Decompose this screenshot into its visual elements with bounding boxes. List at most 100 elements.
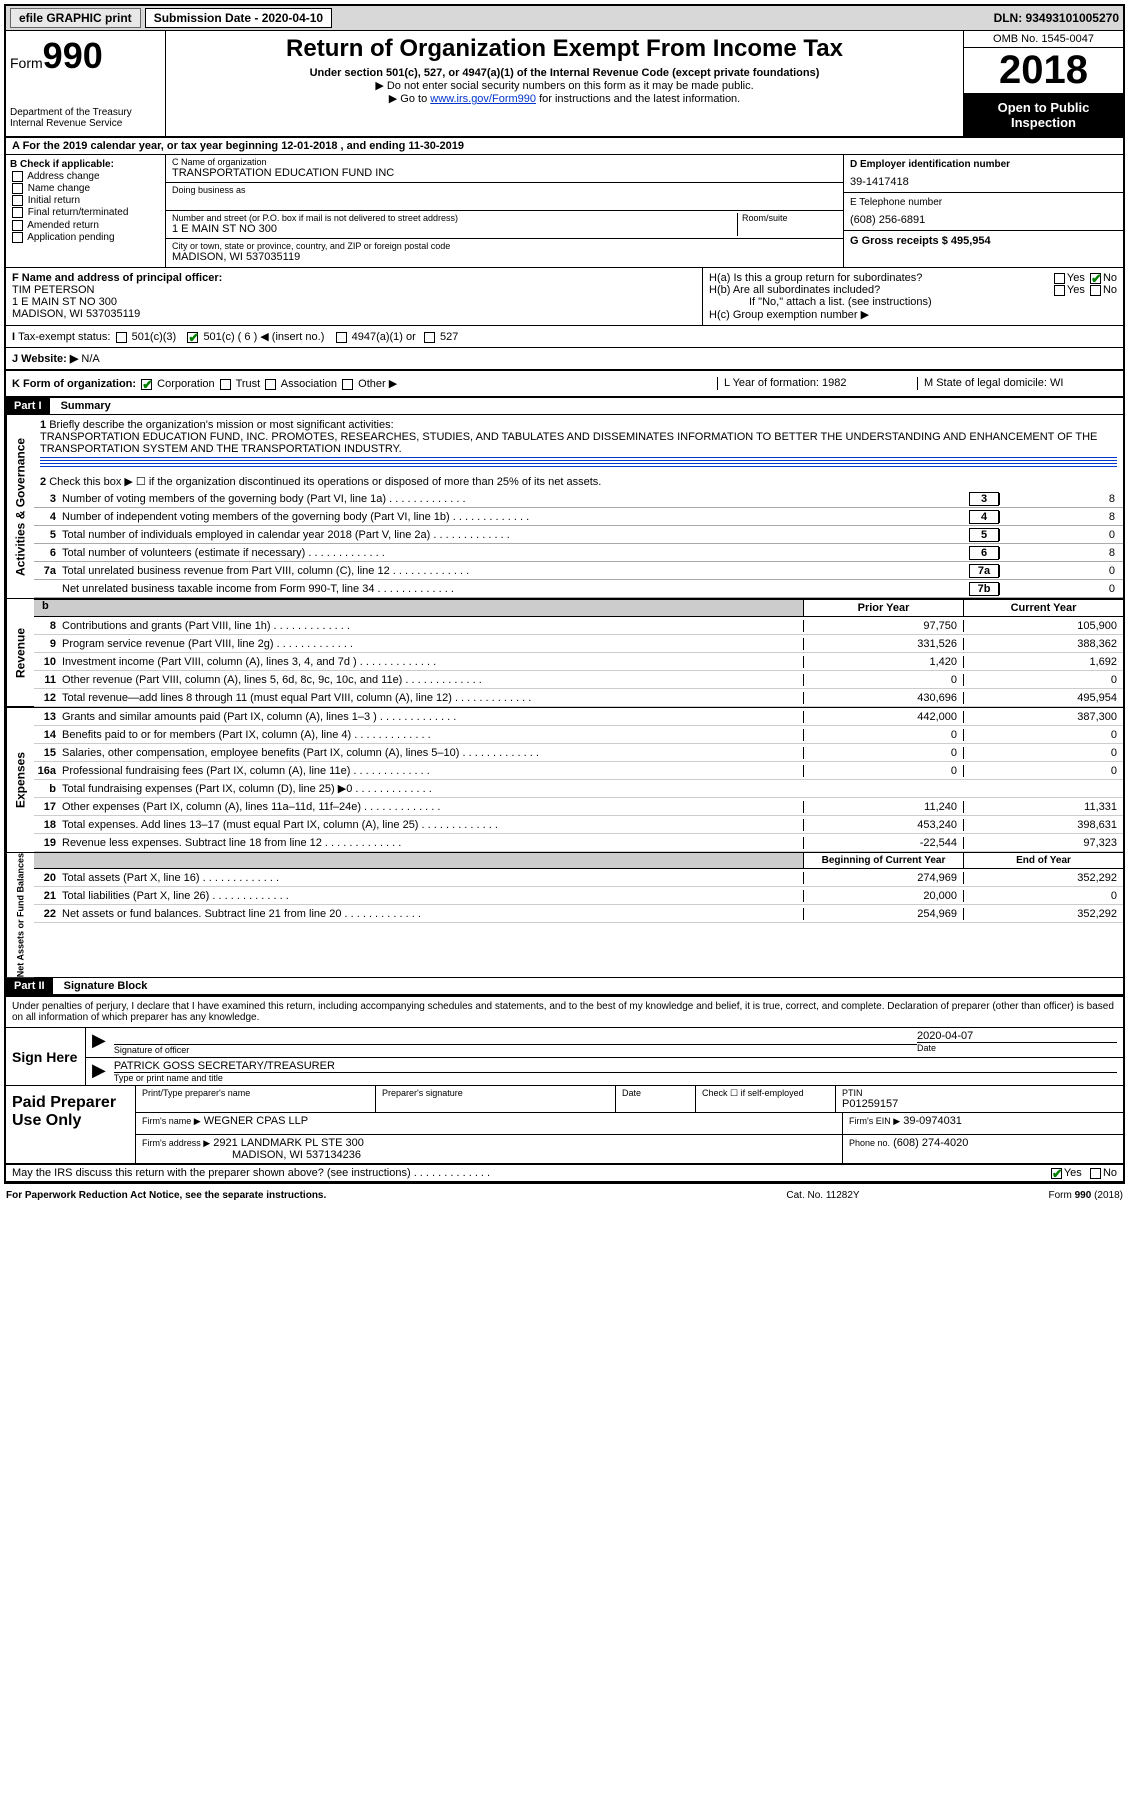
vtab-activities: Activities & Governance	[6, 415, 34, 598]
financial-line: 20Total assets (Part X, line 16)274,9693…	[34, 869, 1123, 887]
chk-501c3[interactable]	[116, 332, 127, 343]
part-2-header: Part II	[6, 978, 53, 994]
dln: DLN: 93493101005270	[994, 11, 1119, 25]
chk-hb-yes[interactable]	[1054, 285, 1065, 296]
address-row: Number and street (or P.O. box if mail i…	[166, 211, 843, 239]
dept-label: Department of the Treasury Internal Reve…	[10, 107, 161, 129]
summary-line: 3Number of voting members of the governi…	[34, 490, 1123, 508]
section-b-header: B Check if applicable:	[10, 159, 161, 170]
print-name-label: Type or print name and title	[114, 1073, 1117, 1083]
financial-line: 9Program service revenue (Part VIII, lin…	[34, 635, 1123, 653]
firm-name: WEGNER CPAS LLP	[204, 1115, 308, 1127]
chk-amended[interactable]: Amended return	[10, 220, 161, 231]
summary-line: 6Total number of volunteers (estimate if…	[34, 544, 1123, 562]
end-year-header: End of Year	[963, 853, 1123, 868]
omb-number: OMB No. 1545-0047	[964, 31, 1123, 48]
chk-discuss-no[interactable]	[1090, 1168, 1101, 1179]
part-1-header: Part I	[6, 398, 50, 414]
public-inspection: Open to Public Inspection	[964, 94, 1123, 136]
tax-exempt-status: I Tax-exempt status: 501(c)(3) 501(c) ( …	[6, 326, 1123, 348]
chk-corp[interactable]	[141, 379, 152, 390]
form-number: 990	[43, 35, 103, 76]
form-ref: Form 990 (2018)	[923, 1190, 1123, 1201]
state-domicile: M State of legal domicile: WI	[917, 377, 1117, 390]
prep-date-label: Date	[622, 1088, 689, 1098]
discuss-row: May the IRS discuss this return with the…	[6, 1165, 1123, 1182]
year-formation: L Year of formation: 1982	[717, 377, 917, 390]
sig-date-label: Date	[917, 1043, 1117, 1053]
chk-assoc[interactable]	[265, 379, 276, 390]
ptin-label: PTIN	[842, 1088, 1117, 1098]
vtab-revenue: Revenue	[6, 599, 34, 707]
website-value: N/A	[81, 353, 99, 365]
revenue-header: b Prior Year Current Year	[34, 599, 1123, 617]
chk-4947[interactable]	[336, 332, 347, 343]
self-employed-check[interactable]: Check ☐ if self-employed	[702, 1088, 829, 1099]
gross-receipts: G Gross receipts $ 495,954	[844, 231, 1123, 251]
mission-text: TRANSPORTATION EDUCATION FUND, INC. PROM…	[40, 431, 1097, 455]
phone-row: E Telephone number (608) 256-6891	[844, 193, 1123, 231]
officer-print-name: PATRICK GOSS SECRETARY/TREASURER	[114, 1060, 1117, 1072]
ein-row: D Employer identification number 39-1417…	[844, 155, 1123, 193]
city-state-zip: MADISON, WI 537035119	[172, 251, 837, 263]
chk-trust[interactable]	[220, 379, 231, 390]
chk-final-return[interactable]: Final return/terminated	[10, 207, 161, 218]
submission-date: Submission Date - 2020-04-10	[145, 8, 332, 28]
subtitle-3: ▶ Go to www.irs.gov/Form990 for instruct…	[174, 92, 955, 105]
chk-hb-no[interactable]	[1090, 285, 1101, 296]
arrow-icon: ▶	[92, 1060, 106, 1083]
beginning-year-header: Beginning of Current Year	[803, 853, 963, 868]
vtab-expenses: Expenses	[6, 708, 34, 852]
header-right: OMB No. 1545-0047 2018 Open to Public In…	[963, 31, 1123, 136]
firm-phone: (608) 274-4020	[893, 1137, 968, 1149]
line-2: 2 Check this box ▶ ☐ if the organization…	[34, 473, 1123, 490]
financial-line: 16aProfessional fundraising fees (Part I…	[34, 762, 1123, 780]
chk-address-change[interactable]: Address change	[10, 171, 161, 182]
penalty-statement: Under penalties of perjury, I declare th…	[6, 997, 1123, 1028]
chk-discuss-yes[interactable]	[1051, 1168, 1062, 1179]
sig-officer-label: Signature of officer	[114, 1045, 917, 1055]
financial-line: 17Other expenses (Part IX, column (A), l…	[34, 798, 1123, 816]
financial-line: 13Grants and similar amounts paid (Part …	[34, 708, 1123, 726]
principal-officer: F Name and address of principal officer:…	[6, 268, 703, 325]
financial-line: 15Salaries, other compensation, employee…	[34, 744, 1123, 762]
current-year-header: Current Year	[963, 600, 1123, 616]
dba-row: Doing business as	[166, 183, 843, 211]
netassets-header: Beginning of Current Year End of Year	[34, 853, 1123, 869]
financial-line: 22Net assets or fund balances. Subtract …	[34, 905, 1123, 923]
chk-501c[interactable]	[187, 332, 198, 343]
summary-line: Net unrelated business taxable income fr…	[34, 580, 1123, 598]
hc-group-exemption: H(c) Group exemption number ▶	[709, 308, 1117, 321]
chk-initial-return[interactable]: Initial return	[10, 195, 161, 206]
ein-value: 39-1417418	[850, 176, 1117, 188]
summary-line: 7aTotal unrelated business revenue from …	[34, 562, 1123, 580]
chk-other[interactable]	[342, 379, 353, 390]
city-row: City or town, state or province, country…	[166, 239, 843, 267]
chk-ha-yes[interactable]	[1054, 273, 1065, 284]
part-2-title: Signature Block	[56, 978, 156, 994]
financial-line: 12Total revenue—add lines 8 through 11 (…	[34, 689, 1123, 707]
chk-app-pending[interactable]: Application pending	[10, 232, 161, 243]
summary-line: 4Number of independent voting members of…	[34, 508, 1123, 526]
chk-527[interactable]	[424, 332, 435, 343]
efile-print-button[interactable]: efile GRAPHIC print	[10, 8, 141, 28]
form-label: Form	[10, 55, 43, 71]
chk-name-change[interactable]: Name change	[10, 183, 161, 194]
prep-sig-label: Preparer's signature	[382, 1088, 609, 1098]
chk-ha-no[interactable]	[1090, 273, 1101, 284]
top-toolbar: efile GRAPHIC print Submission Date - 20…	[6, 6, 1123, 31]
financial-line: 10Investment income (Part VIII, column (…	[34, 653, 1123, 671]
irs-link[interactable]: www.irs.gov/Form990	[430, 93, 536, 105]
prior-year-header: Prior Year	[803, 600, 963, 616]
org-name: TRANSPORTATION EDUCATION FUND INC	[172, 167, 837, 179]
arrow-icon: ▶	[92, 1030, 106, 1055]
form-title-block: Return of Organization Exempt From Incom…	[166, 31, 963, 136]
paperwork-notice: For Paperwork Reduction Act Notice, see …	[6, 1190, 723, 1201]
website-row: J Website: ▶ N/A	[12, 352, 1117, 365]
form-of-org: K Form of organization: Corporation Trus…	[12, 377, 717, 390]
prep-name-label: Print/Type preparer's name	[142, 1088, 369, 1098]
firm-ein: 39-0974031	[903, 1115, 962, 1127]
financial-line: 11Other revenue (Part VIII, column (A), …	[34, 671, 1123, 689]
sign-here-label: Sign Here	[6, 1028, 86, 1085]
paid-preparer-label: Paid Preparer Use Only	[6, 1086, 136, 1163]
